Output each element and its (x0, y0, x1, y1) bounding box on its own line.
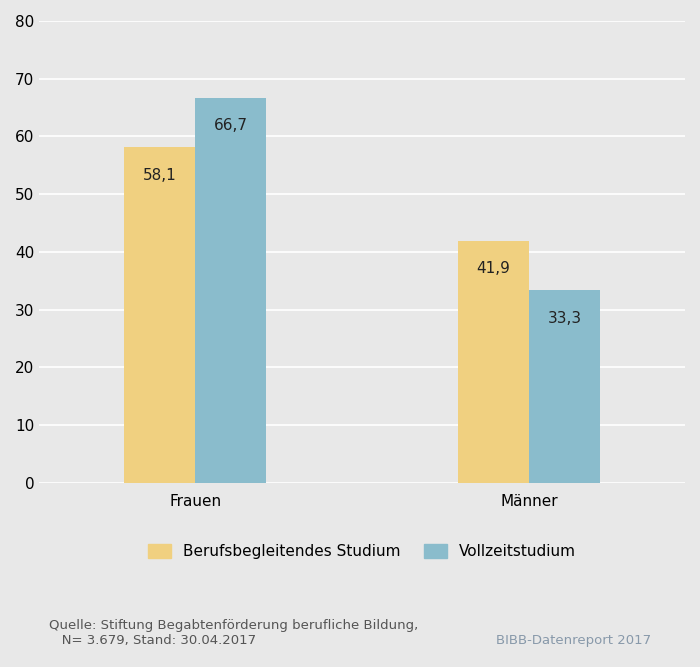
Text: 33,3: 33,3 (547, 311, 582, 325)
Text: Quelle: Stiftung Begabtenförderung berufliche Bildung,
   N= 3.679, Stand: 30.04: Quelle: Stiftung Begabtenförderung beruf… (49, 619, 419, 647)
Text: BIBB-Datenreport 2017: BIBB-Datenreport 2017 (496, 634, 651, 647)
Text: 41,9: 41,9 (477, 261, 510, 276)
Text: 66,7: 66,7 (214, 118, 248, 133)
Legend: Berufsbegleitendes Studium, Vollzeitstudium: Berufsbegleitendes Studium, Vollzeitstud… (141, 536, 584, 567)
Text: 58,1: 58,1 (143, 167, 176, 183)
Bar (124, 147, 195, 483)
Bar (529, 290, 601, 483)
Bar (458, 241, 529, 483)
Bar (195, 98, 267, 483)
